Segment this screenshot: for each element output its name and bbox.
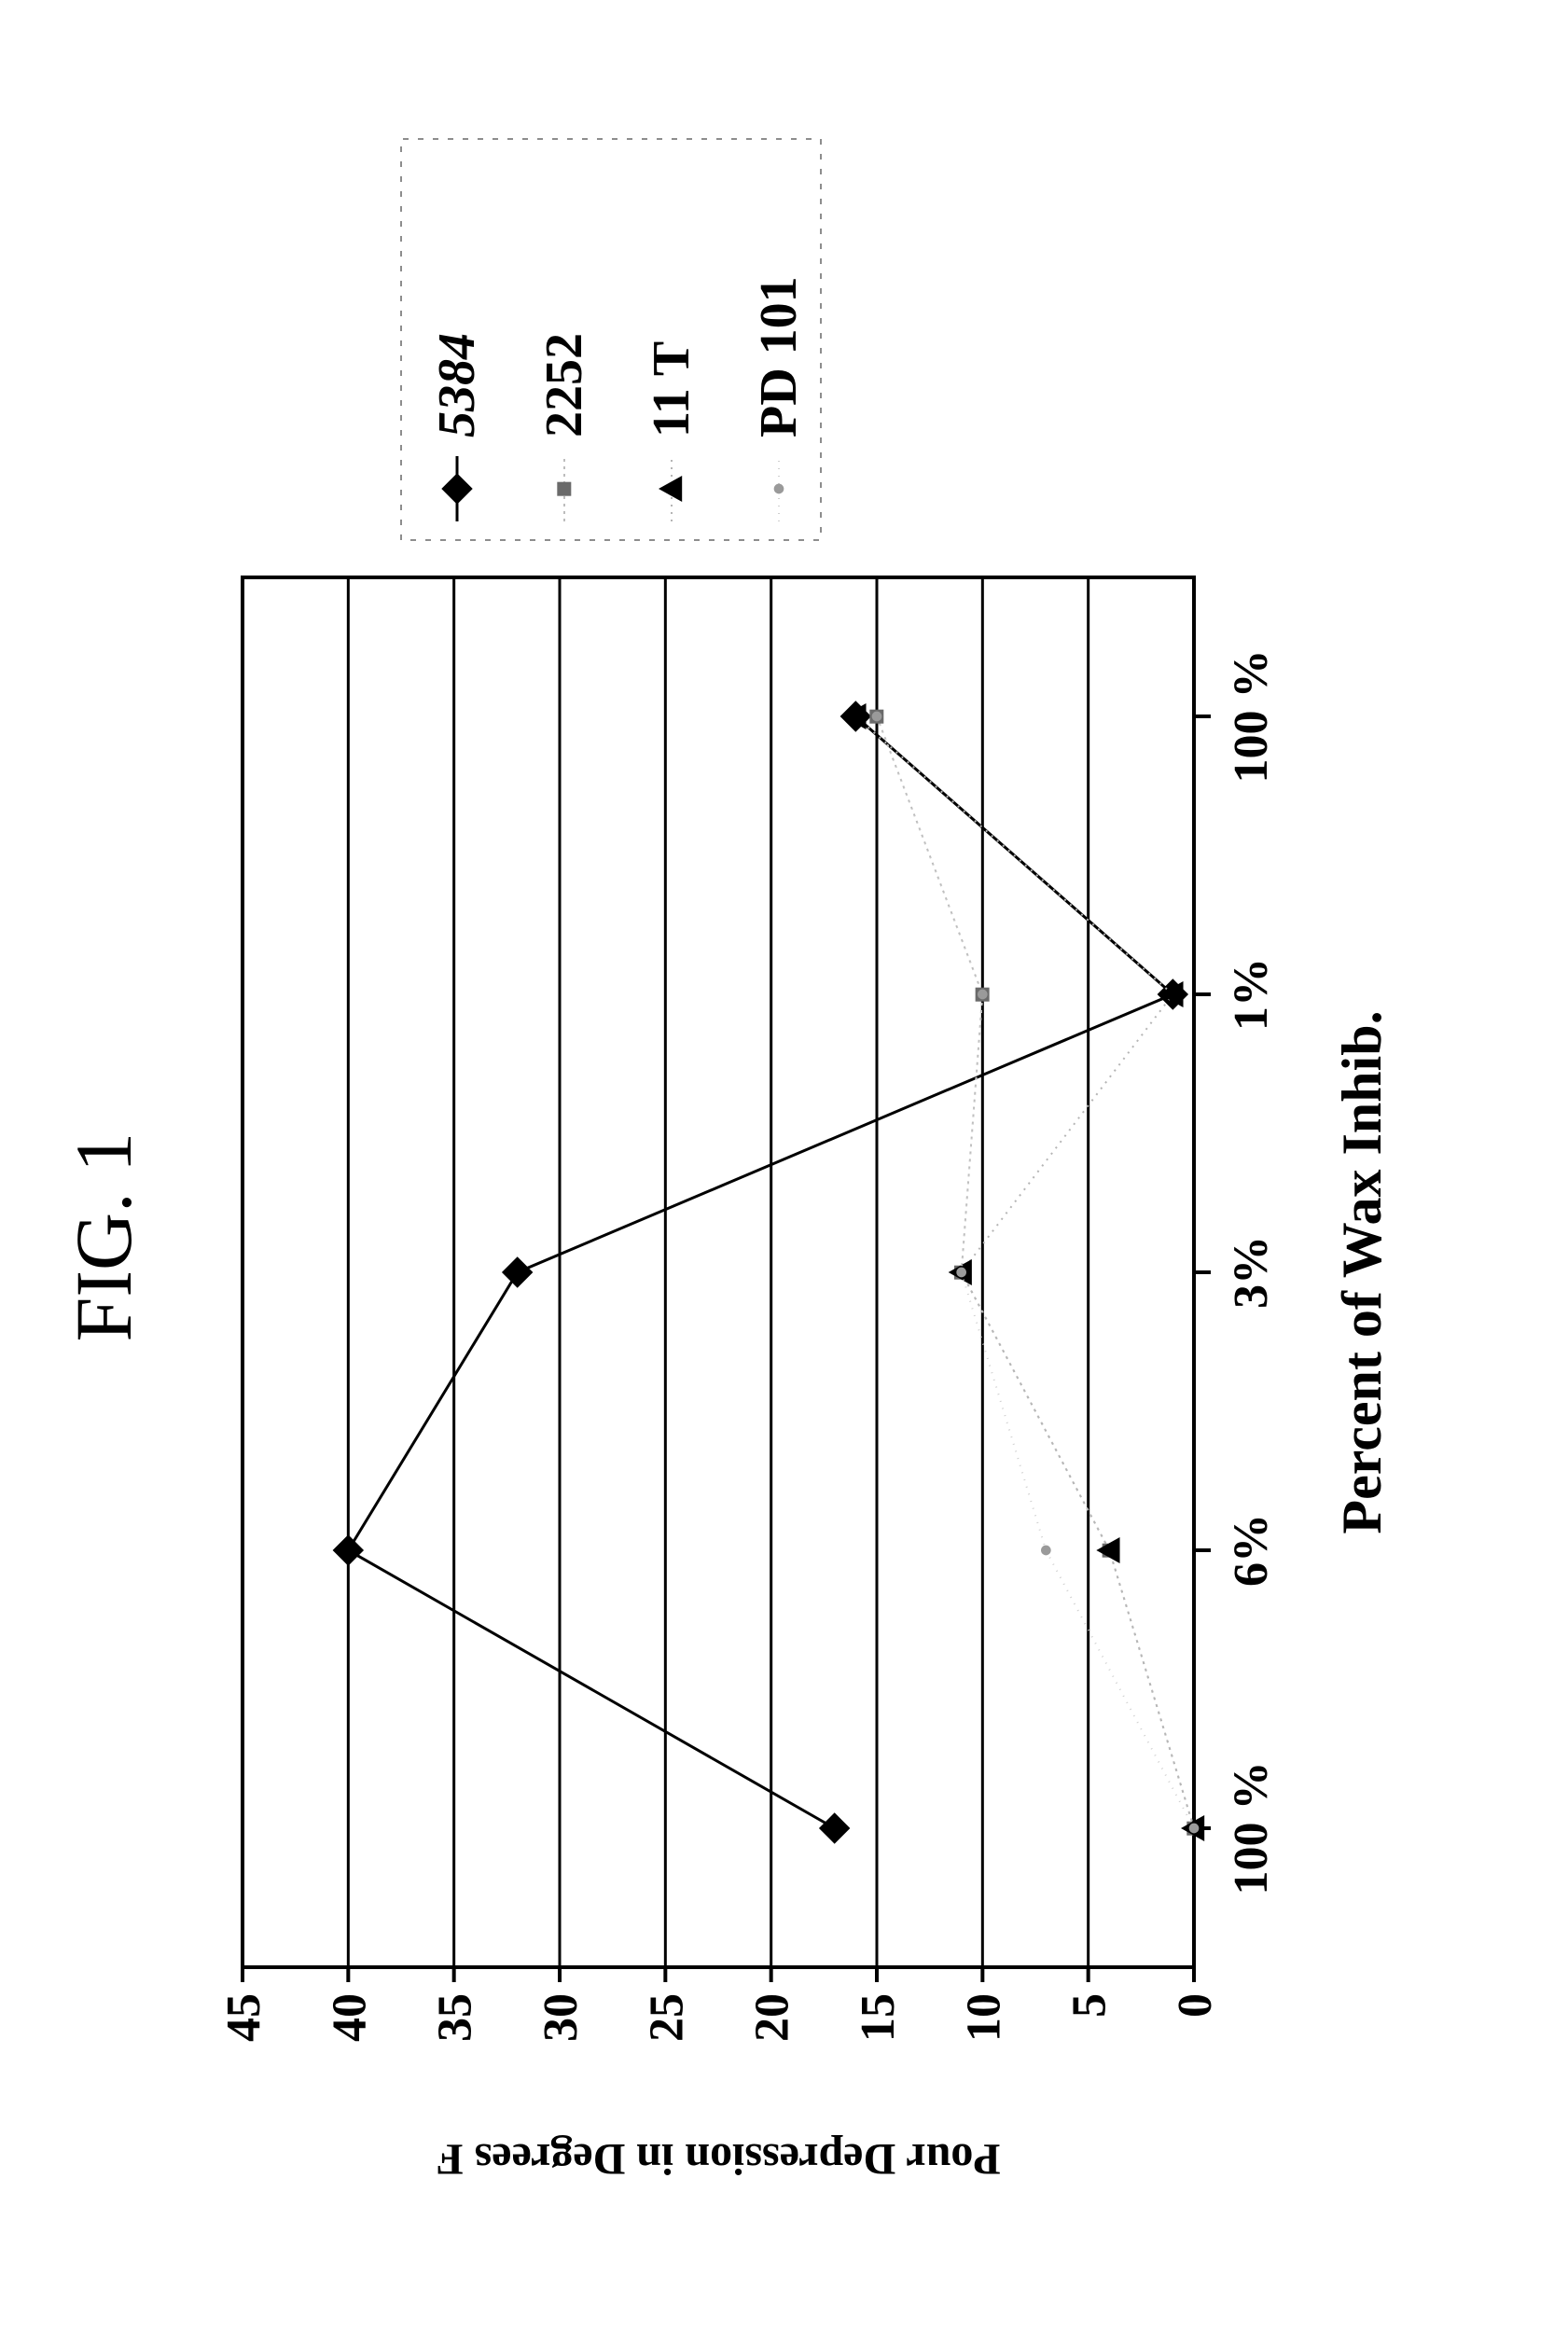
x-tick-label: 100 % [1225, 1762, 1278, 1895]
legend-label: PD 101 [750, 276, 808, 437]
x-tick-label: 1% [1225, 958, 1278, 1031]
y-tick-label: 40 [323, 1993, 376, 2042]
x-axis-label: Percent of Wax Inhib. [1331, 1010, 1393, 1533]
series-marker [1041, 1546, 1051, 1556]
y-tick-label: 30 [534, 1993, 588, 2042]
y-tick-label: 10 [957, 1993, 1010, 2042]
y-tick-label: 35 [429, 1993, 482, 2042]
y-tick-label: 25 [640, 1993, 693, 2042]
x-tick-label: 100 % [1225, 650, 1278, 784]
legend-label: 2252 [535, 333, 593, 437]
series-marker [956, 1268, 966, 1278]
y-tick-label: 0 [1169, 1993, 1222, 2018]
x-tick-label: 6% [1225, 1514, 1278, 1587]
figure-caption: FIG. 1 [59, 1132, 148, 1342]
x-tick-label: 3% [1225, 1236, 1278, 1309]
series-marker [1189, 1824, 1200, 1834]
legend-label: 11 T [643, 341, 701, 437]
series-marker [872, 712, 882, 722]
y-axis-label: Pour Depression in Degrees F [436, 2134, 1000, 2184]
y-tick-label: 20 [746, 1993, 799, 2042]
y-tick-label: 15 [852, 1993, 905, 2042]
y-tick-label: 45 [217, 1993, 271, 2042]
legend-label: 5384 [428, 333, 486, 437]
y-tick-label: 5 [1063, 1993, 1117, 2018]
pour-depression-chart: FIG. 1 0 5 10 15 20 25 30 35 40 45 100 % 6% 3% 1% 100 %… [0, 0, 1568, 2331]
series-marker [978, 990, 988, 1000]
